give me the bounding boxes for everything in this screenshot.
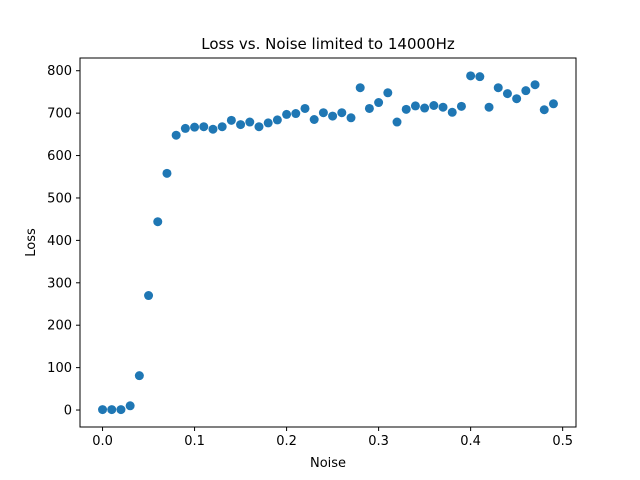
x-tick-label: 0.4 (460, 434, 481, 449)
data-point (226, 115, 236, 125)
data-point (245, 117, 255, 127)
data-point (512, 94, 522, 104)
data-point (447, 107, 457, 117)
data-point (134, 371, 144, 381)
x-tick-label: 0.0 (92, 434, 113, 449)
data-point (502, 89, 512, 99)
data-point (236, 120, 246, 130)
data-point (144, 291, 154, 301)
y-tick-label: 300 (47, 276, 72, 291)
data-point (548, 99, 558, 109)
data-point (116, 405, 126, 415)
data-point (484, 102, 494, 112)
data-point (410, 101, 420, 111)
data-point (420, 103, 430, 113)
data-point (456, 101, 466, 111)
x-tick-label: 0.5 (552, 434, 573, 449)
x-tick-label: 0.2 (276, 434, 297, 449)
data-point (521, 86, 531, 96)
data-point (217, 122, 227, 132)
x-tick-label: 0.3 (368, 434, 389, 449)
data-point (337, 108, 347, 118)
data-point (190, 122, 200, 132)
data-point (429, 101, 439, 111)
y-tick-label: 700 (47, 107, 72, 122)
data-point (346, 113, 356, 123)
data-point (530, 80, 540, 90)
y-tick-label: 100 (47, 361, 72, 376)
data-point (383, 88, 393, 98)
y-tick-label: 0 (64, 404, 72, 419)
data-point (401, 104, 411, 114)
data-point (171, 130, 181, 140)
x-axis-label: Noise (310, 456, 346, 471)
y-tick-label: 200 (47, 319, 72, 334)
data-point (364, 103, 374, 113)
data-point (300, 103, 310, 113)
x-tick-label: 0.1 (184, 434, 205, 449)
data-point (180, 123, 190, 133)
data-point (291, 109, 301, 119)
y-tick-label: 400 (47, 234, 72, 249)
plot-frame (79, 57, 577, 428)
data-points (98, 71, 558, 415)
data-point (318, 108, 328, 118)
data-point (282, 109, 292, 119)
data-point (392, 117, 402, 127)
data-point (438, 102, 448, 112)
data-point (328, 111, 338, 121)
data-point (153, 217, 163, 227)
data-point (309, 115, 319, 124)
y-tick-label: 800 (47, 64, 72, 79)
data-point (475, 72, 485, 82)
data-point (125, 401, 135, 411)
data-point (199, 122, 209, 132)
data-point (263, 118, 273, 128)
data-point (355, 83, 365, 93)
data-point (539, 105, 549, 115)
chart-title: Loss vs. Noise limited to 14000Hz (201, 35, 455, 53)
data-point (272, 115, 282, 125)
data-point (493, 83, 503, 93)
data-point (98, 405, 108, 415)
data-point (254, 122, 264, 132)
x-axis-ticks: 0.0 0.1 0.2 0.3 0.4 0.5 (92, 427, 573, 449)
data-point (208, 124, 218, 134)
y-tick-label: 600 (47, 149, 72, 164)
data-point (162, 168, 172, 178)
y-axis-label: Loss (24, 228, 39, 257)
y-tick-label: 500 (47, 191, 72, 206)
data-point (374, 98, 384, 108)
data-point (466, 71, 476, 81)
data-point (107, 405, 117, 415)
y-axis-ticks: 0 100 200 300 400 500 600 700 800 (47, 64, 80, 419)
